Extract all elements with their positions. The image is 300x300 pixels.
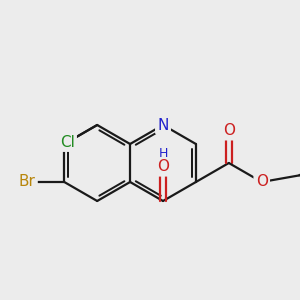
Text: H: H <box>158 147 168 160</box>
Text: Br: Br <box>19 175 35 190</box>
Text: N: N <box>157 118 169 133</box>
Text: Cl: Cl <box>60 135 75 150</box>
Text: O: O <box>256 175 268 190</box>
Text: O: O <box>157 159 169 174</box>
Text: O: O <box>223 123 235 138</box>
